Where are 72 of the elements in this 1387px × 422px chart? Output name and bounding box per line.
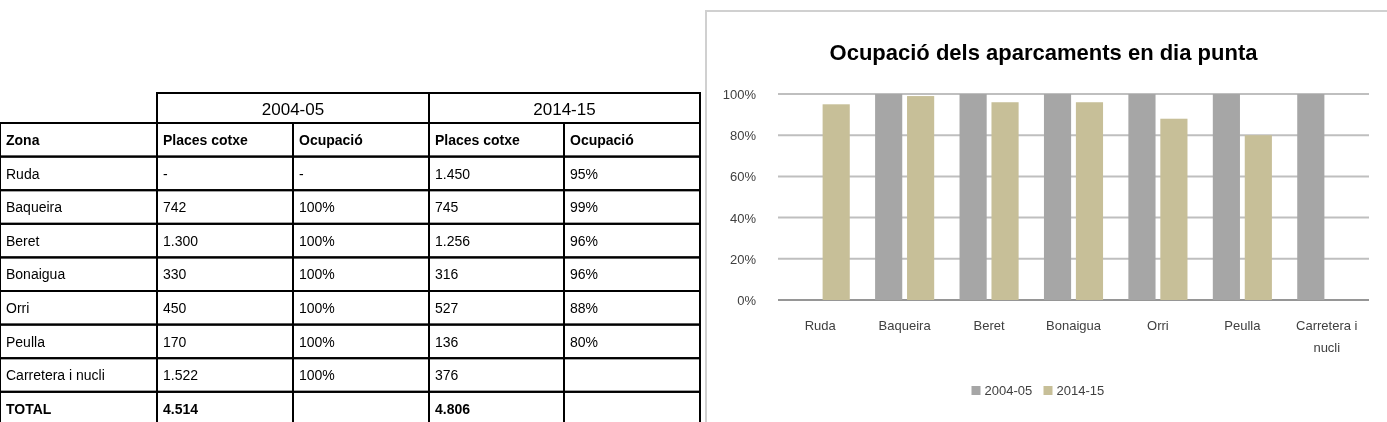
text: 1.256 xyxy=(435,232,471,249)
text: 376 xyxy=(435,367,459,384)
text: 80% xyxy=(570,333,599,350)
text: 95% xyxy=(570,165,599,182)
text: Ruda xyxy=(6,165,40,182)
category-label: Places cotxe xyxy=(435,132,521,148)
bar xyxy=(1043,94,1072,300)
x-tick-label: Baqueira xyxy=(878,318,932,333)
x-tick-label: Bonaigua xyxy=(1046,318,1102,333)
chart-title: Ocupació dels aparcaments en dia punta xyxy=(829,40,1259,65)
y-tick-label: 20% xyxy=(729,251,757,267)
text: 100% xyxy=(299,300,335,316)
text: Carretera i nucli xyxy=(6,367,105,384)
x-tick-label: Orri xyxy=(1147,318,1169,333)
legend-label: 2014-15 xyxy=(1056,383,1105,398)
y-tick-label: 80% xyxy=(729,128,757,144)
text: 2014-15 xyxy=(533,100,596,119)
bar xyxy=(1297,94,1325,300)
text: 316 xyxy=(435,266,459,283)
text: 1.300 xyxy=(163,232,199,249)
text: 96% xyxy=(570,266,599,283)
text: 100% xyxy=(299,232,335,249)
text: 100% xyxy=(299,199,335,216)
text: Beret xyxy=(6,232,40,249)
x-tick-label: Ruda xyxy=(804,318,837,333)
text: 100% xyxy=(299,266,335,283)
text: 1.522 xyxy=(163,367,199,384)
bar xyxy=(875,94,903,300)
text: 170 xyxy=(163,333,187,350)
bar xyxy=(1244,135,1272,300)
text: Baqueira xyxy=(6,199,63,216)
text: TOTAL xyxy=(6,400,52,417)
text: 136 xyxy=(435,333,459,350)
bar xyxy=(907,96,935,300)
text: - xyxy=(299,165,304,182)
text: Bonaigua xyxy=(6,266,66,283)
x-tick-label: Carretera i nucli xyxy=(1296,318,1358,355)
x-tick-label: Beret xyxy=(973,318,1005,333)
x-tick-label: Peulla xyxy=(1224,318,1262,333)
text: Orri xyxy=(6,300,30,316)
text: 4.806 xyxy=(435,400,471,417)
text: 100% xyxy=(299,333,335,350)
bar xyxy=(1128,94,1156,300)
text: 4.514 xyxy=(163,400,199,417)
text: 450 xyxy=(163,300,187,316)
bar xyxy=(991,102,1019,300)
y-tick-label: 100% xyxy=(722,87,757,102)
text: - xyxy=(163,165,168,182)
text: 96% xyxy=(570,232,599,249)
text: 2004-05 xyxy=(261,100,325,119)
y-tick-label: 0% xyxy=(737,293,757,308)
bar xyxy=(1212,94,1240,300)
text: 527 xyxy=(435,300,459,316)
text: 1.450 xyxy=(435,165,471,182)
text: 745 xyxy=(435,199,459,216)
bar xyxy=(959,94,987,300)
text: 99% xyxy=(570,199,599,216)
bar xyxy=(822,104,850,300)
y-tick-label: 60% xyxy=(729,169,757,185)
text: 742 xyxy=(163,199,187,216)
text: 100% xyxy=(299,367,335,384)
bar xyxy=(1160,118,1188,300)
y-tick-label: 40% xyxy=(729,210,757,226)
category-label: Ocupació xyxy=(570,132,634,148)
bar xyxy=(1075,102,1104,300)
legend-label: 2004-05 xyxy=(984,383,1033,398)
category-label: Zona xyxy=(6,132,40,148)
category-label: Places cotxe xyxy=(163,132,249,148)
category-label: Ocupació xyxy=(299,132,363,148)
text: 88% xyxy=(570,300,599,316)
text: 330 xyxy=(163,266,187,283)
text: Peulla xyxy=(6,333,45,350)
